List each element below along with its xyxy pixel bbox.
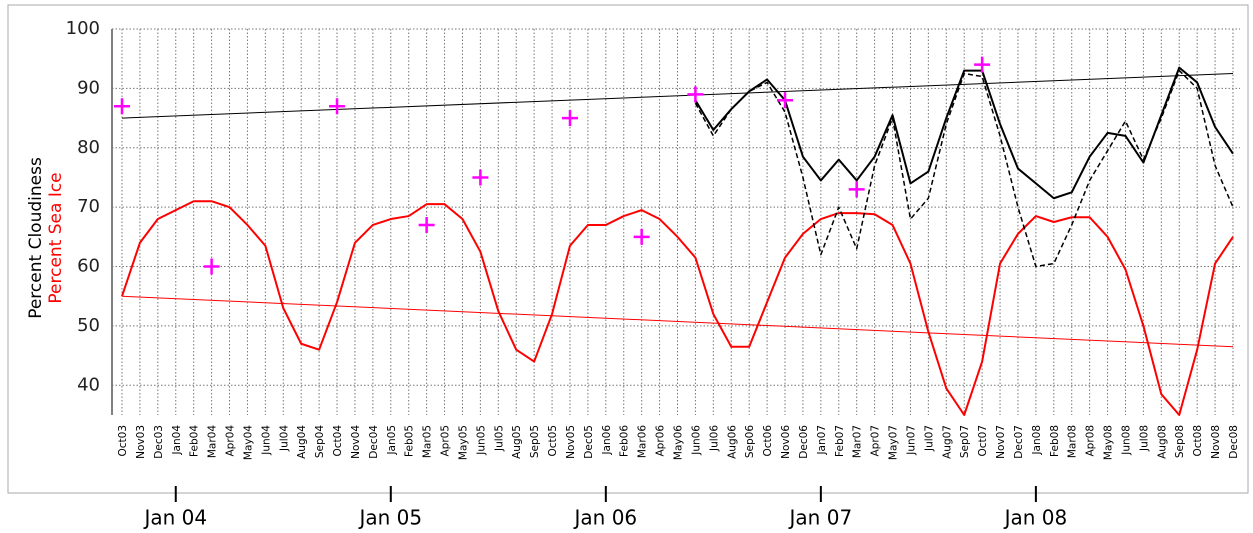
x-tick-label: Mar08 [1067,425,1079,458]
y-axis-label: Percent Sea Ice [46,172,66,303]
series-line [694,66,1234,200]
x-tick-label: Jul04 [278,425,290,452]
marker [203,258,220,275]
x-tick-label: Dec05 [583,425,595,459]
major-tick-label: Jan 05 [357,506,422,530]
frame [7,4,1249,494]
marker [418,216,435,233]
x-tick-label: Aug04 [296,425,308,459]
marker [848,181,865,198]
marker [777,92,794,109]
x-tick-label: Mar06 [637,425,649,458]
x-tick-label: Jun06 [690,425,702,456]
x-tick-label: Sep04 [314,425,326,458]
x-tick-label: Nov05 [565,425,577,459]
x-tick-label: Feb04 [189,425,201,457]
x-tick-label: May04 [242,425,254,460]
x-tick-label: Dec06 [798,425,810,459]
x-tick-label: Nov04 [350,425,362,459]
x-tick-label: Oct07 [977,425,989,457]
x-tick-label: Jun05 [475,425,487,456]
x-tick-label: Aug06 [726,425,738,459]
x-tick-label: Jul07 [923,425,935,452]
x-tick-label: Apr06 [655,425,667,457]
x-tick-label: Sep06 [744,425,756,458]
y-axis-label: Percent Cloudiness [26,157,46,319]
x-tick-label: Jan08 [1031,425,1043,456]
marker [561,110,578,127]
y-tick-label: 100 [66,18,100,39]
x-tick-label: Jun08 [1120,425,1132,456]
x-tick-label: Dec08 [1228,425,1240,459]
y-tick-label: 80 [77,137,100,158]
x-tick-label: Oct04 [332,425,344,457]
x-tick-label: Feb05 [404,425,416,457]
marker [329,98,346,115]
x-tick-label: Oct06 [762,425,774,457]
x-tick-label: Nov06 [780,425,792,459]
x-tick-label: Mar07 [852,425,864,458]
major-tick-label: Jan 08 [1003,506,1068,530]
x-tick-label: Apr04 [225,425,237,457]
major-tick-label: Jan 04 [142,506,207,530]
major-tick-label: Jan 07 [788,506,853,530]
x-tick-label: Aug08 [1156,425,1168,459]
y-tick-label: 70 [77,196,100,217]
x-tick-label: May06 [673,425,685,460]
x-tick-label: Jan05 [386,425,398,456]
x-tick-label: Jan07 [816,425,828,456]
x-tick-label: May05 [457,425,469,460]
x-tick-label: Dec04 [368,425,380,459]
x-tick-label: Nov08 [1210,425,1222,459]
x-tick-label: Sep07 [959,425,971,458]
x-tick-label: Jul05 [493,425,505,452]
x-tick-label: Oct08 [1192,425,1204,457]
x-tick-label: Jul08 [1138,425,1150,452]
x-tick-label: Sep05 [529,425,541,458]
x-tick-label: Jul06 [708,425,720,452]
trend-line [121,73,1234,119]
x-tick-label: Apr05 [440,425,452,457]
marker [974,56,991,73]
marker [633,228,650,245]
x-tick-label: Nov07 [995,425,1007,459]
x-tick-label: Feb07 [834,425,846,457]
x-tick-label: Mar05 [422,425,434,458]
x-tick-label: Dec07 [1013,425,1025,459]
x-tick-label: Dec03 [153,425,165,459]
x-tick-label: Aug07 [941,425,953,459]
marker [687,86,704,103]
x-tick-label: Oct03 [117,425,129,457]
x-tick-label: Jan06 [601,425,613,456]
x-tick-label: Apr07 [870,425,882,457]
marker [472,169,489,186]
marker [114,98,130,115]
x-tick-label: Mar04 [207,425,219,458]
x-tick-label: Feb08 [1049,425,1061,457]
y-tick-label: 60 [77,256,100,277]
y-tick-label: 50 [77,315,100,336]
y-tick-label: 40 [77,374,100,395]
major-tick-label: Jan 06 [573,506,638,530]
x-tick-label: May07 [888,425,900,460]
x-tick-label: Oct05 [547,425,559,457]
x-tick-label: Jun04 [260,425,272,456]
series-line [694,69,1234,268]
x-tick-label: Feb06 [619,425,631,457]
x-tick-label: May08 [1103,425,1115,460]
x-tick-label: Sep08 [1174,425,1186,458]
trend-line [121,295,1234,348]
x-tick-label: Nov03 [135,425,147,459]
x-tick-label: Jan04 [171,425,183,456]
x-tick-label: Apr08 [1085,425,1097,457]
x-tick-label: Jun07 [905,425,917,456]
series-line [121,200,1234,416]
x-tick-label: Aug05 [511,425,523,459]
y-tick-label: 90 [77,77,100,98]
